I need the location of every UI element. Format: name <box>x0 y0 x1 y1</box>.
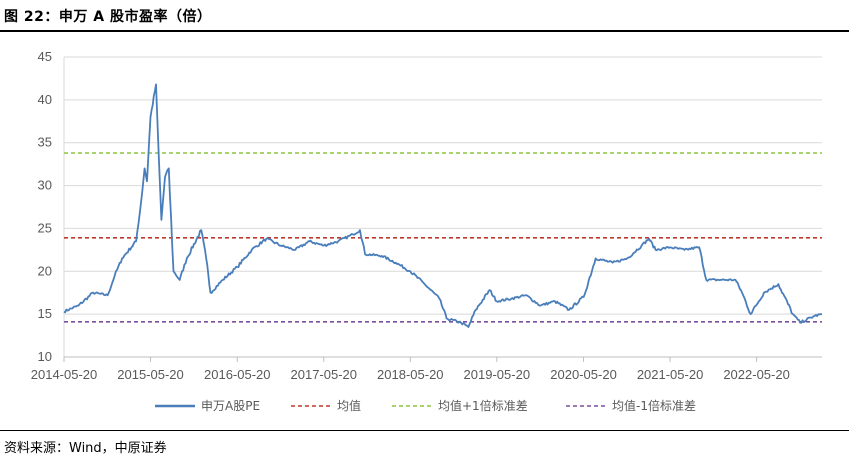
reference-lines <box>64 152 822 323</box>
legend-pe-label: 申万A股PE <box>201 399 260 413</box>
x-tick-label: 2019-05-20 <box>464 367 531 382</box>
y-tick-label: 15 <box>38 306 52 321</box>
pe-series <box>63 83 823 328</box>
source-note: 资料来源：Wind，中原证券 <box>4 441 167 456</box>
x-tick-label: 2020-05-20 <box>550 367 617 382</box>
x-tick-label: 2021-05-20 <box>637 367 704 382</box>
gridlines <box>64 56 822 315</box>
x-tick-labels: 2014-05-20 2015-05-20 2016-05-20 2017-05-20… <box>31 367 790 382</box>
legend-minus1-label: 均值-1倍标准差 <box>612 398 696 413</box>
y-tick-label: 10 <box>38 349 52 364</box>
x-tick-label: 2016-05-20 <box>204 367 271 382</box>
figure-title: 图 22：申万 A 股市盈率（倍） <box>4 9 212 25</box>
pe-line <box>63 83 823 328</box>
y-tick-label: 45 <box>38 49 52 64</box>
top-rule <box>0 30 849 32</box>
legend-plus1-label: 均值+1倍标准差 <box>438 398 528 413</box>
y-tick-label: 30 <box>38 178 52 193</box>
y-tick-label: 35 <box>38 135 52 150</box>
legend-mean-label: 均值 <box>337 398 361 413</box>
y-tick-label: 25 <box>38 220 52 235</box>
y-tick-labels: 10 15 20 25 30 35 40 45 <box>38 49 52 364</box>
bottom-rule <box>0 430 849 431</box>
y-tick-label: 20 <box>38 263 52 278</box>
y-tick-label: 40 <box>38 92 52 107</box>
x-tick-label: 2017-05-20 <box>291 367 358 382</box>
x-tick-label: 2018-05-20 <box>377 367 444 382</box>
x-tick-label: 2022-05-20 <box>723 367 790 382</box>
axes <box>63 57 822 362</box>
x-tick-label: 2015-05-20 <box>117 367 184 382</box>
x-tick-label: 2014-05-20 <box>31 367 98 382</box>
legend: 申万A股PE 均值 均值+1倍标准差 均值-1倍标准差 <box>155 398 696 413</box>
